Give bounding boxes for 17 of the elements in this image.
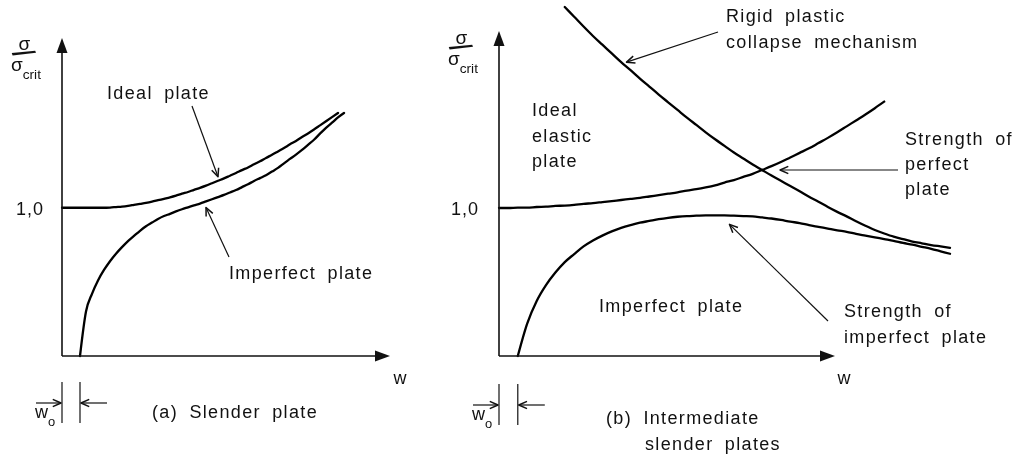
text: 1,0 <box>450 199 479 220</box>
x-axis-title: w <box>836 368 852 388</box>
annotation: Rigid plastic collapse mechanism <box>726 6 919 52</box>
y-axis-title: σ/σ$_{crit}$ <box>5 33 42 82</box>
series-label: Ideal elastic plate <box>532 100 593 171</box>
text: (a) Slender plate <box>152 402 319 422</box>
text: Imperfect plate <box>599 296 744 316</box>
annotation: Strength of imperfect plate <box>844 301 988 347</box>
text: 1,0 <box>15 198 44 219</box>
x-axis-title: w <box>392 368 408 388</box>
y-axis-title: σ/σ$_{crit}$ <box>442 27 479 76</box>
text: w$_{o}$ <box>471 404 493 431</box>
text: (b) Intermediate slender plates <box>606 408 781 454</box>
annotation: Strength of perfect plate <box>905 129 1013 199</box>
text: w$_{o}$ <box>34 402 56 429</box>
text: Ideal plate <box>107 83 210 103</box>
annotation: Imperfect plate <box>229 263 374 283</box>
